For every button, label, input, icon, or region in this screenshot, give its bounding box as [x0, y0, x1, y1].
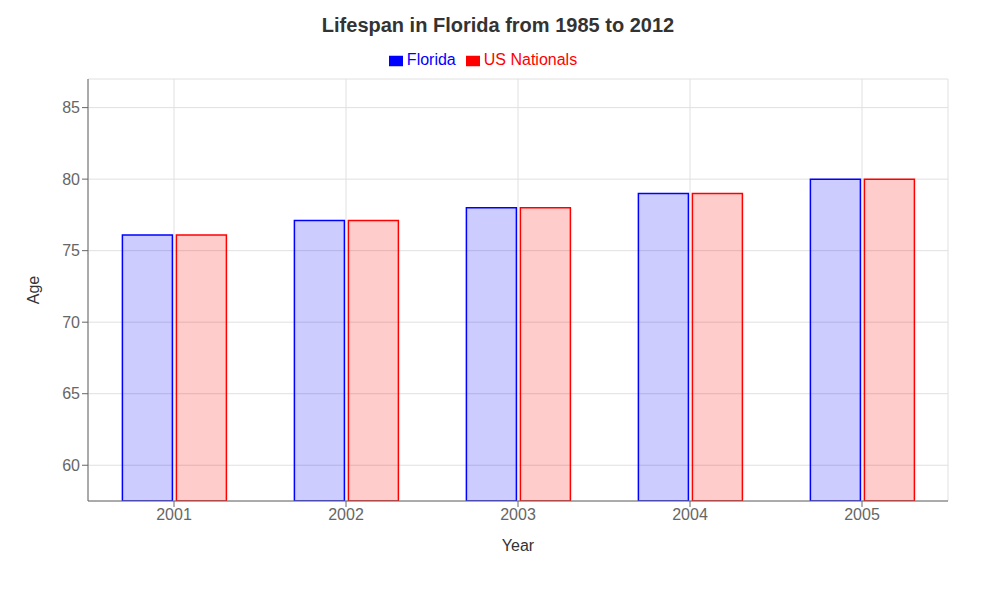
svg-text:2001: 2001 [156, 506, 192, 523]
svg-text:65: 65 [62, 385, 80, 402]
svg-text:2004: 2004 [672, 506, 708, 523]
html-text:US Nationals: US Nationals [483, 51, 578, 68]
svg-text:80: 80 [62, 171, 80, 188]
svg-text:70: 70 [62, 314, 80, 331]
svg-text:75: 75 [62, 242, 80, 259]
svg-text:60: 60 [62, 457, 80, 474]
html-text:Florida: Florida [406, 51, 456, 68]
svg-text:2005: 2005 [844, 506, 880, 523]
svg-text:2003: 2003 [500, 506, 536, 523]
svg-text:Year: Year [502, 537, 535, 554]
svg-text:2002: 2002 [328, 506, 364, 523]
html-text:Lifespan in Florida from 1985: Lifespan in Florida from 1985 to 2012 [321, 14, 675, 36]
svg-text:Age: Age [25, 276, 42, 305]
svg-text:85: 85 [62, 99, 80, 116]
